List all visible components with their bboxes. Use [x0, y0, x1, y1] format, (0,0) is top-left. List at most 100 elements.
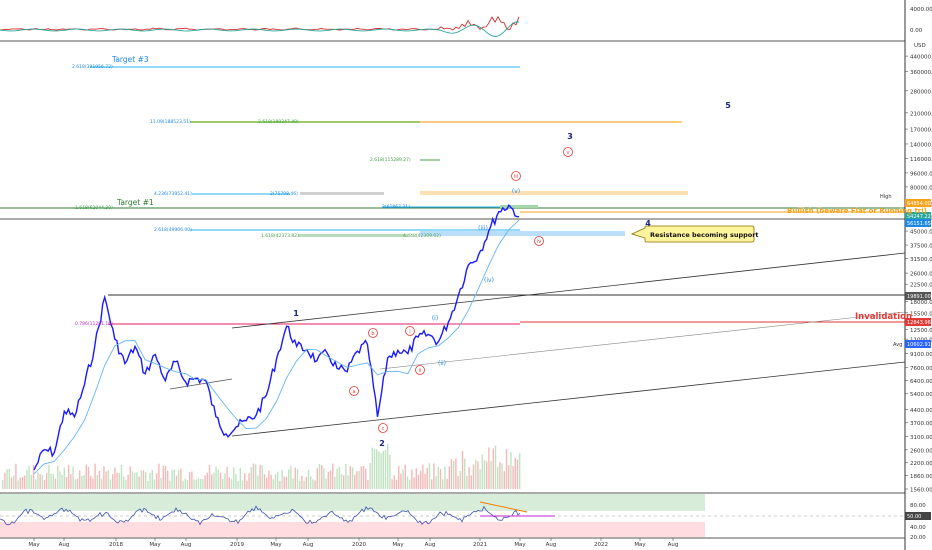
volume-bar — [457, 475, 459, 489]
price-tag-value: 19891.00 — [907, 294, 931, 300]
volume-bar — [448, 466, 450, 489]
volume-bar — [57, 465, 59, 489]
volume-bar — [373, 449, 376, 489]
callout-text: Resistance becoming support — [650, 231, 759, 239]
wave-label-circle — [349, 386, 359, 396]
fib-labels: 2.618(391956.72) 11.09(188523.51) 2.618(18… — [72, 64, 441, 327]
wave-label: (i) — [432, 315, 438, 322]
volume-bar — [50, 473, 52, 489]
volume-bar — [15, 463, 17, 489]
volume-bar — [268, 470, 270, 489]
volume-bar — [250, 467, 252, 489]
volume-bar — [316, 468, 318, 489]
volume-bar — [101, 478, 103, 489]
volume-bar — [387, 443, 389, 489]
wave-label-circle — [563, 147, 573, 157]
volume-bar — [519, 453, 521, 489]
volume-bar — [90, 476, 92, 489]
volume-bar — [492, 448, 494, 489]
volume-bar — [472, 464, 475, 489]
volume-bar — [369, 463, 371, 489]
rsi-tick-label: 80.00 — [910, 503, 926, 509]
volume-bar — [2, 480, 4, 489]
volume-bar — [516, 459, 519, 489]
volume-bar — [384, 449, 387, 489]
volume-bar — [325, 478, 327, 489]
x-tick-label: 2021 — [473, 542, 487, 548]
x-tick-label: May — [392, 542, 404, 548]
fib-lines — [0, 66, 905, 325]
volume-bar — [116, 472, 118, 489]
volume-bar — [444, 466, 446, 489]
volume-bar — [450, 459, 453, 489]
wave-label: 1 — [293, 309, 299, 318]
volume-bar — [228, 477, 230, 489]
wave-label: ii — [419, 368, 422, 374]
volume-bar — [367, 480, 369, 489]
volume-bar — [10, 477, 13, 489]
fib-label: 2.618(49906.00) — [154, 227, 192, 233]
y-tick-label: 18000.00 — [910, 300, 932, 306]
wave-label-circle — [368, 328, 378, 338]
volume-bar — [39, 473, 41, 489]
x-tick-label: Aug — [303, 542, 314, 548]
y-tick-label: 3700.00 — [910, 421, 932, 427]
fib-label: 2(75708.46) — [270, 191, 298, 197]
fib-label: 11.09(188523.51) — [150, 119, 191, 125]
rsi-panel — [0, 492, 905, 537]
trend-channels — [169, 252, 906, 437]
volume-bar — [307, 470, 310, 489]
volume-bar — [96, 474, 98, 489]
wave-label: (iii) — [478, 225, 488, 232]
volume-bar — [13, 475, 15, 489]
volume-bar — [125, 480, 127, 489]
volume-bar — [105, 471, 107, 489]
volume-bar — [475, 459, 477, 489]
volume-bar — [288, 469, 290, 489]
volume-bar — [303, 480, 305, 489]
volume-bar — [402, 469, 404, 489]
volume-bar — [455, 458, 457, 489]
y-tick-label: 22500.00 — [910, 283, 932, 289]
volume-bar — [103, 466, 105, 489]
volume-bar — [365, 468, 367, 489]
volume-bar — [4, 472, 6, 489]
volume-bar — [259, 464, 261, 489]
volume-bar — [351, 467, 354, 489]
volume-bar — [439, 469, 442, 489]
volume-bar — [26, 470, 28, 489]
volume-bar — [118, 473, 120, 489]
y-tick-label: 3100.00 — [910, 435, 932, 441]
price-tag-prefix: High — [880, 194, 892, 200]
volume-bar — [48, 464, 50, 489]
volume-bar — [24, 475, 26, 489]
volume-bar — [334, 476, 336, 489]
volume-bar — [442, 479, 444, 489]
price-tag-bg — [905, 340, 931, 348]
volume-bar — [186, 479, 189, 489]
volume-bar — [266, 477, 268, 489]
volume-bar — [433, 463, 435, 489]
y-tick-label: 360000.00 — [910, 70, 932, 76]
bullish-label: Bullish (beware Flat or Running tri) — [787, 207, 927, 215]
volume-bar — [503, 471, 505, 489]
volume-bar — [153, 479, 156, 489]
y-tick-label: 170000.00 — [910, 128, 932, 134]
y-tick-label: 2200.00 — [910, 461, 932, 467]
x-tick-label: Aug — [181, 542, 192, 548]
price-tag-prefix: Avg — [893, 342, 902, 348]
volume-bar — [338, 466, 340, 489]
y-tick-label: 440000.00 — [910, 55, 932, 61]
volume-bar — [226, 466, 228, 489]
price-tag-bg — [905, 199, 931, 207]
rsi-tick-label: 40.00 — [910, 525, 926, 531]
volume-bar — [380, 453, 382, 489]
volume-bar — [490, 460, 492, 489]
wave-label: 5 — [725, 101, 731, 110]
volume-bar — [294, 467, 296, 489]
volume-bar — [468, 467, 470, 489]
volume-bar — [54, 478, 57, 489]
volume-bar — [68, 465, 70, 489]
y-tick-label: 31500.00 — [910, 257, 932, 263]
